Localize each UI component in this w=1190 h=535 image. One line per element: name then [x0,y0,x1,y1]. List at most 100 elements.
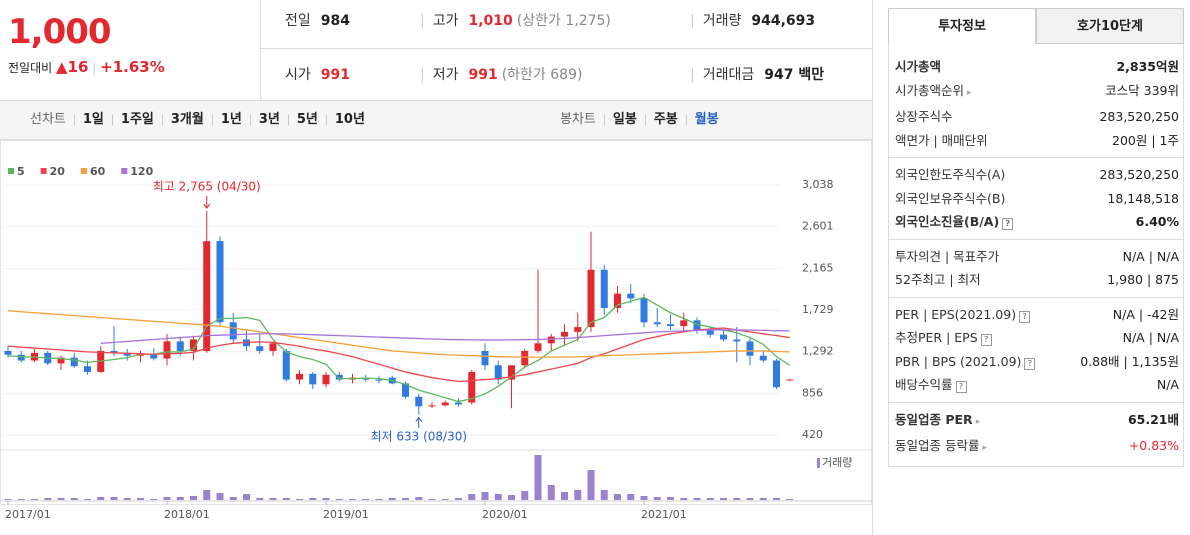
tab[interactable]: 3년 [249,113,288,126]
legend-swatch [80,168,87,174]
arrow-icon: ▸ [975,416,981,427]
tab[interactable]: 1주일 [111,113,162,126]
candle-body [296,373,303,380]
volume-bar [176,497,184,500]
volume-bar [203,490,211,500]
volume-bar [587,470,595,500]
volume-label: 거래량 [822,456,852,469]
row-label-wrap: 배당수익률? [895,373,967,397]
row-label-wrap: 시가총액 [895,55,941,79]
invest-row: 상장주식수 283,520,250 [895,105,1179,129]
volume-swatch [817,458,820,468]
annotation-arrow [203,196,211,209]
invest-group: 투자의견 | 목표주가 N/A | N/A 52주최고 | 최저 1,980 | 87… [889,240,1183,298]
cell-value: 947 백만 [764,67,825,83]
volume-bar [123,498,131,500]
y-tick-label: 2,165 [802,261,834,274]
candle-body [534,343,542,351]
cell-note: (하한가 689) [501,67,583,83]
candle-body [17,354,25,361]
help-icon: ? [1019,310,1031,323]
tab[interactable]: 3개월 [161,113,212,126]
candle-body [680,320,688,327]
candle-body [375,379,383,381]
candle-body [163,341,171,359]
candle-body [759,355,767,361]
tab[interactable]: 5년 [287,113,326,126]
line-tabs: 선차트 1일 1주일 3개월 1년 3년 5년 10년 [30,101,373,139]
volume-bar [733,498,741,500]
row-value: N/A [1156,377,1179,392]
ma-line [7,327,790,383]
invest-tab[interactable]: 투자정보 [888,8,1036,44]
quote-cell: | 거래량 944,693 [690,10,815,30]
row-value: +0.83% [1128,438,1179,453]
divider [261,48,872,49]
candle-body [614,293,621,308]
candle-body [733,339,741,342]
volume-bar [481,492,489,500]
candle-tabs: 봉차트 일봉 주봉 월봉 [560,101,727,139]
invest-panel: 투자정보 호가10단계 시가총액 2,835억원 시가총액순위 ▸ 코스닥 339위 상장주… [888,8,1184,467]
plot-frame [0,140,872,505]
x-tick-label: 2019/01 [323,508,369,521]
candle-body [415,396,423,407]
volume-bar [428,499,436,500]
legend-swatch [8,168,14,174]
volume-bar [17,499,25,500]
cell-label: 거래대금 [702,67,755,83]
tab[interactable]: 1일 [73,113,112,126]
row-value: 6.40% [1135,214,1179,229]
quote-cell: | 저가 991 (하한가 689) [420,64,582,84]
volume-bar [773,498,780,500]
separator: | [690,13,695,29]
row-label: 배당수익률 [895,377,953,392]
volume-bar [574,490,582,500]
cell-note: (상한가 1,275) [516,13,611,29]
row-label: 외국인소진율(B/A) [895,214,1000,229]
tab[interactable]: 1년 [211,113,250,126]
change: 16 [67,58,89,76]
volume-bar [256,498,264,500]
volume-bar [282,498,290,500]
candle-body [561,331,568,337]
candle-body [587,269,595,328]
volume-bar [296,499,303,500]
tab[interactable]: 10년 [325,113,373,126]
quote-panel: 1,000 전일대비 ▲16 | +1.63% 전일 984 | 고가 1,010 (상한… [0,0,873,535]
candle-body [481,350,489,366]
row-label-wrap: 추정PER | EPS? [895,326,992,350]
tab[interactable]: 일봉 [603,113,645,126]
volume-bar [4,499,12,500]
y-tick-label: 420 [802,428,823,441]
volume-bar [468,494,476,500]
candle-body [600,269,608,308]
tab[interactable]: 주봉 [644,113,686,126]
candle-body [84,366,91,372]
volume-bar [44,498,52,500]
volume-bar [216,493,224,500]
invest-row: 추정PER | EPS? N/A | N/A [895,326,1179,350]
candle-body [508,365,515,380]
candle-body [441,402,449,406]
tab-group-label: 봉차트 [560,112,596,127]
volume-bar [627,494,635,500]
volume-bar [508,495,515,500]
ma-line [7,310,790,358]
candle-body [706,329,714,335]
invest-group: 동일업종 PER ▸ 65.21배 동일업종 등락률 ▸ +0.83% [889,403,1183,467]
volume-bar [640,496,648,500]
quote-cell: | 고가 1,010 (상한가 1,275) [420,10,611,30]
volume-bar [70,498,78,500]
candle-body [468,371,476,403]
volume-bar [269,498,277,500]
quote-cell: 시가 991 [285,64,350,84]
row-label: 투자의견 | 목표주가 [895,248,1000,264]
invest-row: 52주최고 | 최저 1,980 | 875 [895,268,1179,292]
row-label: PBR | BPS (2021.09) [895,353,1022,369]
cell-label: 거래량 [702,13,742,29]
invest-tab[interactable]: 호가10단계 [1036,8,1184,44]
arrow-icon: ▸ [982,443,988,453]
tab[interactable]: 월봉 [685,113,727,126]
volume-bar [243,494,250,500]
